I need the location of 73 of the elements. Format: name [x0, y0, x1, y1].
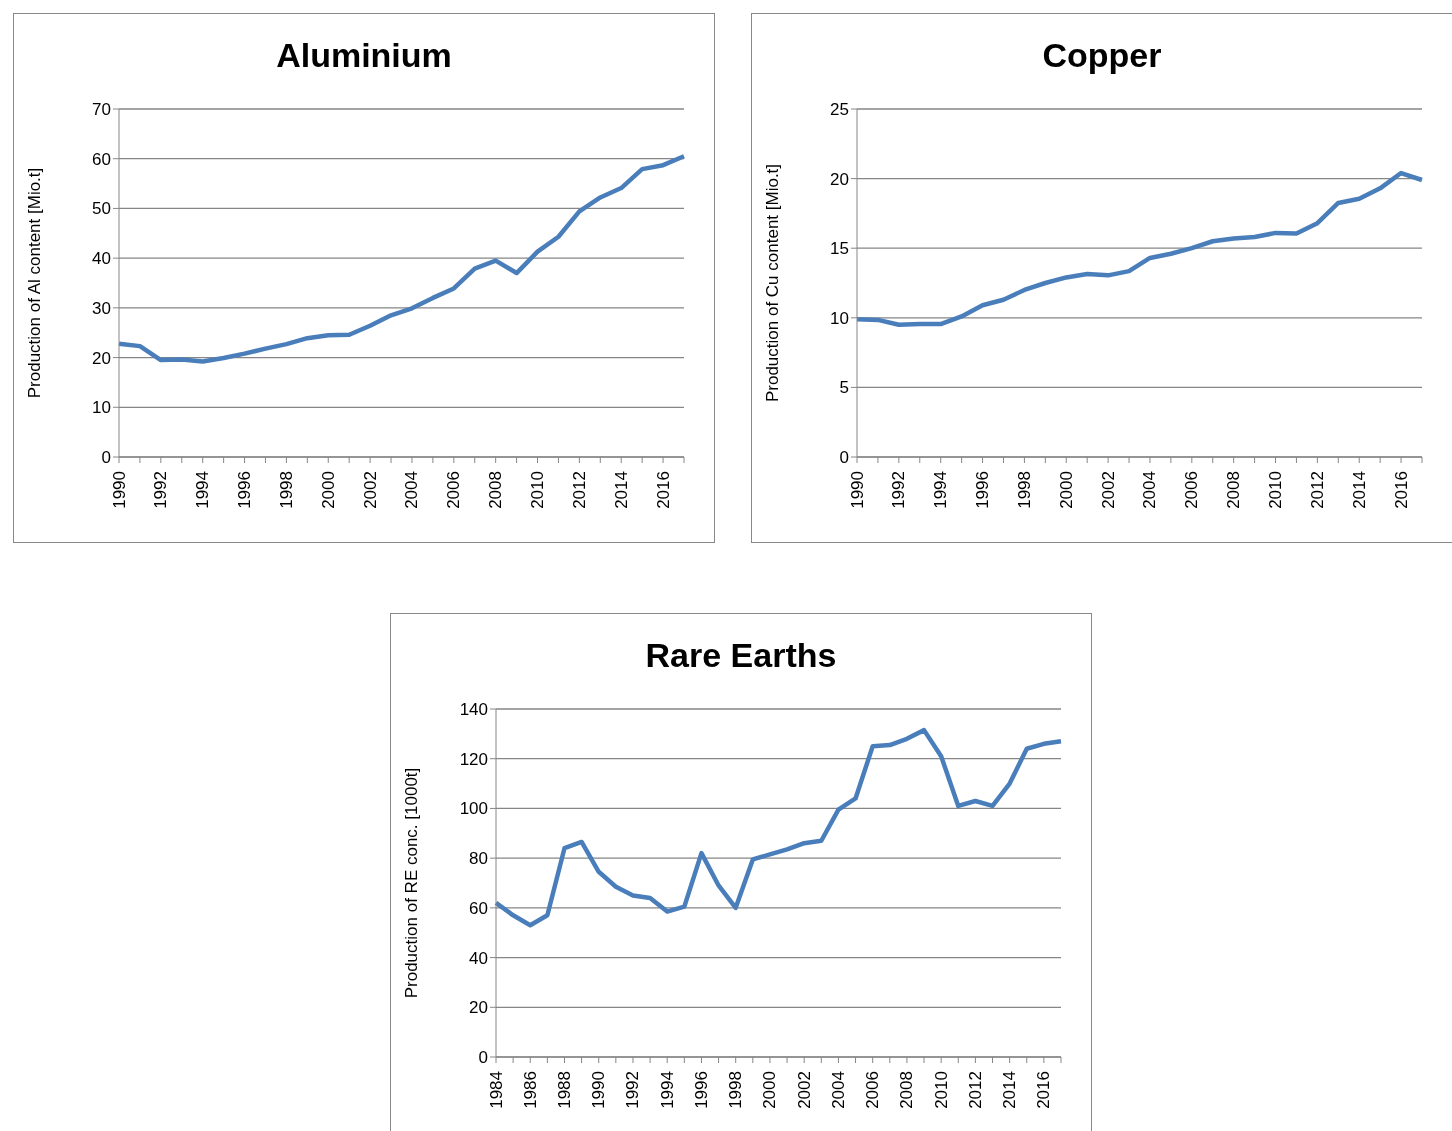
- x-tick-label: 2012: [965, 1071, 985, 1109]
- y-tick-label: 40: [469, 948, 488, 968]
- x-tick-label: 2014: [1349, 471, 1369, 509]
- x-tick-label: 1990: [847, 471, 867, 509]
- y-tick-label: 100: [459, 799, 488, 819]
- x-tick-label: 2010: [528, 471, 548, 509]
- x-tick-label: 2012: [569, 471, 589, 509]
- x-tick-label: 2016: [1034, 1071, 1054, 1109]
- y-tick-label: 70: [92, 100, 111, 120]
- x-tick-label: 2000: [318, 471, 338, 509]
- y-tick-label: 0: [101, 448, 111, 468]
- x-tick-label: 1994: [193, 471, 213, 509]
- y-tick-label: 40: [92, 249, 111, 269]
- x-tick-label: 2016: [1391, 471, 1411, 509]
- x-tick-label: 1990: [109, 471, 129, 509]
- x-tick-label: 2008: [486, 471, 506, 509]
- y-tick-label: 15: [830, 239, 849, 259]
- x-tick-label: 2004: [1140, 471, 1160, 509]
- y-axis-title: Production of RE conc. [1000t]: [402, 767, 422, 999]
- x-tick-label: 1986: [520, 1071, 540, 1109]
- x-tick-label: 1992: [623, 1071, 643, 1109]
- y-tick-label: 140: [459, 700, 488, 720]
- y-axis-title: Production of Cu content [Mio.t]: [763, 163, 783, 403]
- y-tick-label: 120: [459, 749, 488, 769]
- x-tick-label: 1990: [589, 1071, 609, 1109]
- x-tick-label: 1984: [486, 1071, 506, 1109]
- y-tick-label: 10: [92, 398, 111, 418]
- x-tick-label: 2000: [1056, 471, 1076, 509]
- x-tick-label: 2006: [863, 1071, 883, 1109]
- x-tick-label: 2002: [360, 471, 380, 509]
- x-tick-label: 2004: [828, 1071, 848, 1109]
- x-tick-label: 1992: [151, 471, 171, 509]
- y-axis-title: Production of Al content [Mio.t]: [25, 167, 45, 399]
- y-tick-label: 25: [830, 100, 849, 120]
- x-tick-label: 1992: [889, 471, 909, 509]
- y-tick-label: 5: [839, 378, 849, 398]
- x-tick-label: 2016: [653, 471, 673, 509]
- y-tick-label: 10: [830, 308, 849, 328]
- x-tick-label: 1998: [276, 471, 296, 509]
- x-tick-label: 2006: [1182, 471, 1202, 509]
- x-tick-label: 1988: [554, 1071, 574, 1109]
- x-tick-label: 1998: [1014, 471, 1034, 509]
- x-tick-label: 1996: [235, 471, 255, 509]
- y-tick-label: 0: [478, 1048, 488, 1068]
- x-tick-label: 2010: [931, 1071, 951, 1109]
- x-tick-label: 1994: [931, 471, 951, 509]
- x-tick-label: 2014: [1000, 1071, 1020, 1109]
- y-tick-label: 20: [92, 348, 111, 368]
- y-tick-label: 20: [830, 169, 849, 189]
- x-tick-label: 2014: [611, 471, 631, 509]
- y-tick-label: 50: [92, 199, 111, 219]
- x-tick-label: 2006: [444, 471, 464, 509]
- x-tick-label: 2002: [1098, 471, 1118, 509]
- x-tick-label: 1996: [973, 471, 993, 509]
- y-tick-label: 30: [92, 298, 111, 318]
- x-tick-label: 2004: [402, 471, 422, 509]
- x-tick-label: 1996: [691, 1071, 711, 1109]
- y-tick-label: 20: [469, 998, 488, 1018]
- x-tick-label: 2000: [760, 1071, 780, 1109]
- x-tick-label: 1998: [726, 1071, 746, 1109]
- x-tick-label: 2012: [1307, 471, 1327, 509]
- chart-title: Rare Earths: [644, 636, 838, 675]
- x-tick-label: 2008: [897, 1071, 917, 1109]
- y-tick-label: 0: [839, 448, 849, 468]
- y-tick-label: 60: [92, 149, 111, 169]
- y-tick-label: 80: [469, 849, 488, 869]
- x-tick-label: 2010: [1266, 471, 1286, 509]
- chart-title: Aluminium: [275, 36, 453, 75]
- x-tick-label: 2008: [1224, 471, 1244, 509]
- y-tick-label: 60: [469, 898, 488, 918]
- chart-title: Copper: [1041, 36, 1163, 75]
- x-tick-label: 1994: [657, 1071, 677, 1109]
- x-tick-label: 2002: [794, 1071, 814, 1109]
